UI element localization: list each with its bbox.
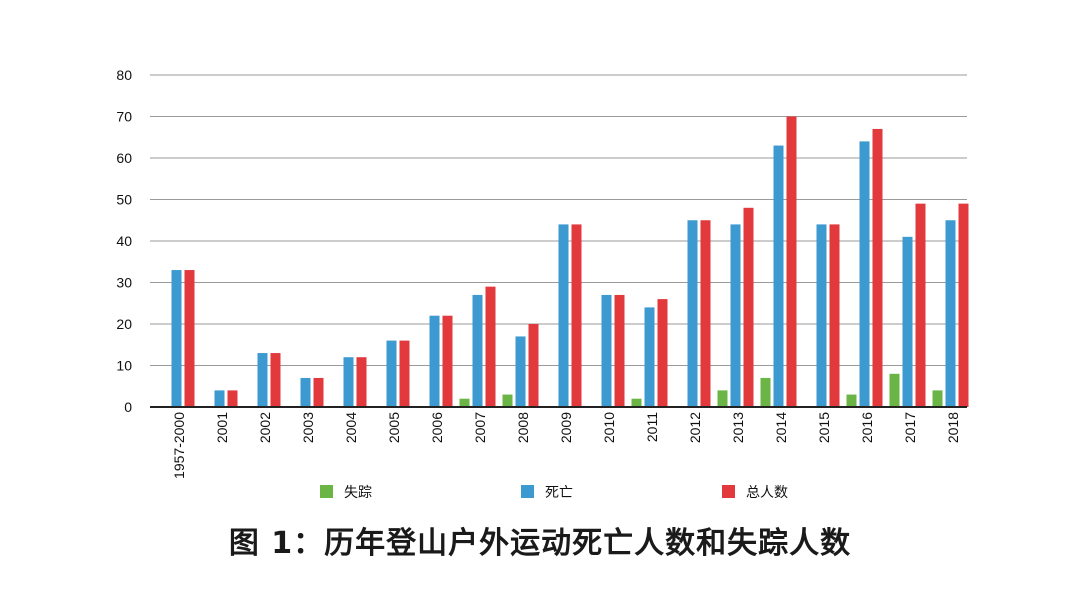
y-tick-label: 70 [116, 109, 132, 125]
bar-total [227, 390, 238, 407]
y-tick-label: 20 [116, 316, 132, 332]
bar-deaths [773, 145, 784, 408]
bar-deaths [859, 141, 870, 407]
bar-deaths [472, 294, 483, 407]
bar-deaths [687, 220, 698, 407]
bar-deaths [386, 340, 397, 407]
legend-label: 失踪 [344, 485, 372, 501]
bar-missing [631, 398, 642, 407]
x-tick-label: 2004 [343, 412, 359, 443]
bar-deaths [300, 377, 311, 407]
legend-label: 总人数 [746, 485, 788, 501]
chart-title: 图 1：历年登山户外运动死亡人数和失踪人数 [228, 526, 852, 561]
x-axis-ticks: 1957-2000 2001 2002 2003 2004 2005 2006 2007 200… [171, 412, 961, 479]
y-axis-ticks: 0 10 20 30 40 50 60 70 80 [116, 67, 132, 415]
bar-total [571, 224, 582, 407]
legend-swatch [722, 485, 735, 498]
x-tick-label: 2009 [558, 412, 574, 443]
x-tick-label: 2016 [859, 412, 875, 443]
bar-total [829, 224, 840, 407]
bar-total [700, 220, 711, 407]
bar-total [915, 203, 926, 407]
bar-missing [846, 394, 857, 407]
bar-missing [932, 390, 943, 407]
y-tick-label: 30 [116, 275, 132, 291]
bar-total [614, 294, 625, 407]
bar-deaths [558, 224, 569, 407]
bar-deaths [816, 224, 827, 407]
bar-missing [760, 377, 771, 407]
bar-total [786, 116, 797, 407]
legend-swatch [320, 485, 333, 498]
bar-deaths [214, 390, 225, 407]
bar-total [442, 315, 453, 407]
bars [171, 116, 969, 408]
bar-deaths [945, 220, 956, 407]
bar-deaths [429, 315, 440, 407]
legend-swatch [521, 485, 534, 498]
y-tick-label: 10 [116, 358, 132, 374]
bar-total [356, 357, 367, 407]
bar-total [743, 207, 754, 407]
bar-missing [459, 398, 470, 407]
x-tick-label: 2005 [386, 412, 402, 443]
bar-total [872, 128, 883, 407]
x-tick-label: 2017 [902, 412, 918, 443]
bar-total [528, 324, 539, 407]
y-tick-label: 80 [116, 67, 132, 83]
bar-deaths [515, 336, 526, 407]
bar-total [184, 270, 195, 407]
bar-total [657, 299, 668, 407]
x-tick-label: 2007 [472, 412, 488, 443]
bar-total [313, 377, 324, 407]
x-tick-label: 2008 [515, 412, 531, 443]
bar-deaths [730, 224, 741, 407]
x-tick-label: 2015 [816, 412, 832, 443]
x-tick-label: 2010 [601, 412, 617, 443]
bar-deaths [257, 353, 268, 407]
bar-total [958, 203, 969, 407]
bar-missing [502, 394, 513, 407]
bar-deaths [902, 236, 913, 407]
bar-missing [717, 390, 728, 407]
x-tick-label: 1957-2000 [171, 412, 187, 479]
legend: 失踪 死亡 总人数 [320, 485, 788, 501]
x-tick-label: 2018 [945, 412, 961, 443]
y-tick-label: 0 [124, 399, 132, 415]
x-tick-label: 2012 [687, 412, 703, 443]
x-tick-label: 2013 [730, 412, 746, 443]
bar-deaths [171, 270, 182, 407]
legend-label: 死亡 [545, 485, 573, 501]
x-tick-label: 2011 [644, 412, 660, 442]
y-tick-label: 60 [116, 150, 132, 166]
bar-missing [889, 373, 900, 407]
bar-total [485, 286, 496, 407]
bar-total [270, 353, 281, 407]
y-tick-label: 40 [116, 233, 132, 249]
y-tick-label: 50 [116, 192, 132, 208]
bar-deaths [343, 357, 354, 407]
bar-deaths [601, 294, 612, 407]
x-tick-label: 2006 [429, 412, 445, 443]
x-tick-label: 2001 [214, 412, 230, 443]
bar-deaths [644, 307, 655, 407]
bar-total [399, 340, 410, 407]
x-tick-label: 2002 [257, 412, 273, 443]
x-tick-label: 2014 [773, 412, 789, 443]
x-tick-label: 2003 [300, 412, 316, 443]
